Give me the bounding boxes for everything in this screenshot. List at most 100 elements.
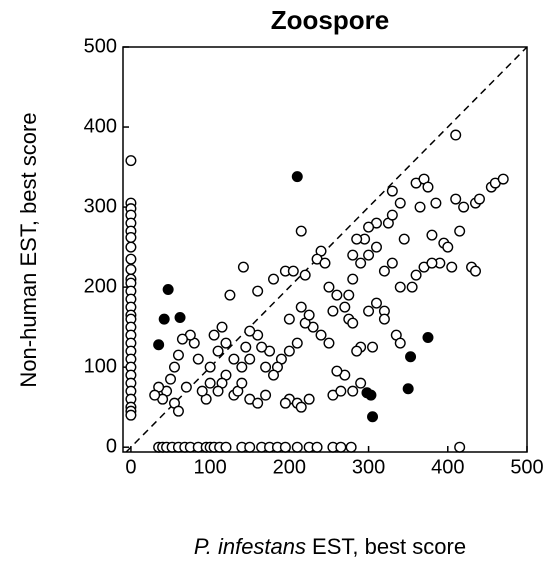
- point: [335, 385, 347, 397]
- point: [394, 337, 406, 349]
- point: [311, 441, 323, 453]
- point: [244, 353, 256, 365]
- point: [405, 351, 417, 363]
- point: [208, 329, 220, 341]
- point: [386, 185, 398, 197]
- point: [303, 309, 315, 321]
- x-tick-label: 0: [125, 456, 136, 478]
- point: [268, 273, 280, 285]
- point: [473, 193, 485, 205]
- point: [355, 257, 367, 269]
- y-axis-label: Non-human EST, best score: [16, 112, 41, 387]
- y-tick-label: 300: [84, 195, 117, 217]
- point: [244, 325, 256, 337]
- point: [347, 317, 359, 329]
- point: [260, 361, 272, 373]
- point: [378, 313, 390, 325]
- point: [402, 383, 414, 395]
- point: [295, 301, 307, 313]
- point: [216, 321, 228, 333]
- point: [125, 253, 137, 265]
- point: [204, 361, 216, 373]
- point: [125, 409, 137, 421]
- x-tick-label: 400: [431, 456, 464, 478]
- point: [331, 289, 343, 301]
- point: [347, 273, 359, 285]
- point: [370, 297, 382, 309]
- point: [295, 225, 307, 237]
- point: [252, 397, 264, 409]
- point: [422, 181, 434, 193]
- point: [410, 269, 422, 281]
- point: [149, 389, 161, 401]
- point: [430, 197, 442, 209]
- point: [365, 389, 377, 401]
- point: [176, 333, 188, 345]
- point: [355, 377, 367, 389]
- point: [351, 233, 363, 245]
- point: [162, 284, 174, 296]
- point: [394, 197, 406, 209]
- x-tick-label: 500: [510, 456, 543, 478]
- point: [256, 341, 268, 353]
- point: [331, 365, 343, 377]
- x-axis-label-text: EST, best score: [312, 534, 466, 559]
- point: [287, 265, 299, 277]
- point: [244, 441, 256, 453]
- point: [125, 241, 137, 253]
- point: [224, 289, 236, 301]
- point: [204, 377, 216, 389]
- point: [363, 305, 375, 317]
- point: [279, 441, 291, 453]
- point: [363, 249, 375, 261]
- point: [125, 264, 137, 276]
- point: [172, 349, 184, 361]
- y-tick-label: 0: [106, 435, 117, 457]
- point: [367, 341, 379, 353]
- y-tick-label: 400: [84, 115, 117, 137]
- point: [196, 385, 208, 397]
- point: [323, 281, 335, 293]
- point: [180, 381, 192, 393]
- point: [212, 385, 224, 397]
- y-tick-label: 500: [84, 35, 117, 57]
- point: [335, 441, 347, 453]
- point: [343, 289, 355, 301]
- point: [497, 173, 509, 185]
- point: [398, 233, 410, 245]
- point: [450, 193, 462, 205]
- point: [237, 261, 249, 273]
- point: [394, 281, 406, 293]
- point: [192, 353, 204, 365]
- point: [446, 261, 458, 273]
- point: [351, 345, 363, 357]
- y-tick-label: 100: [84, 355, 117, 377]
- point: [414, 201, 426, 213]
- point: [345, 441, 357, 453]
- point: [323, 337, 335, 349]
- point: [158, 313, 170, 325]
- point: [386, 257, 398, 269]
- plot-frame: [122, 46, 528, 453]
- point: [268, 369, 280, 381]
- point: [422, 332, 434, 344]
- point: [236, 361, 248, 373]
- point: [406, 281, 418, 293]
- chart-title: Zoospore: [271, 5, 389, 35]
- point: [347, 385, 359, 397]
- point: [291, 337, 303, 349]
- y-tick-label: 200: [84, 275, 117, 297]
- point: [279, 397, 291, 409]
- point: [283, 313, 295, 325]
- point: [236, 377, 248, 389]
- point: [168, 361, 180, 373]
- point: [153, 339, 165, 351]
- point: [367, 411, 379, 423]
- point: [220, 441, 232, 453]
- point: [295, 401, 307, 413]
- point: [315, 329, 327, 341]
- point: [260, 389, 272, 401]
- point: [212, 345, 224, 357]
- point: [470, 265, 482, 277]
